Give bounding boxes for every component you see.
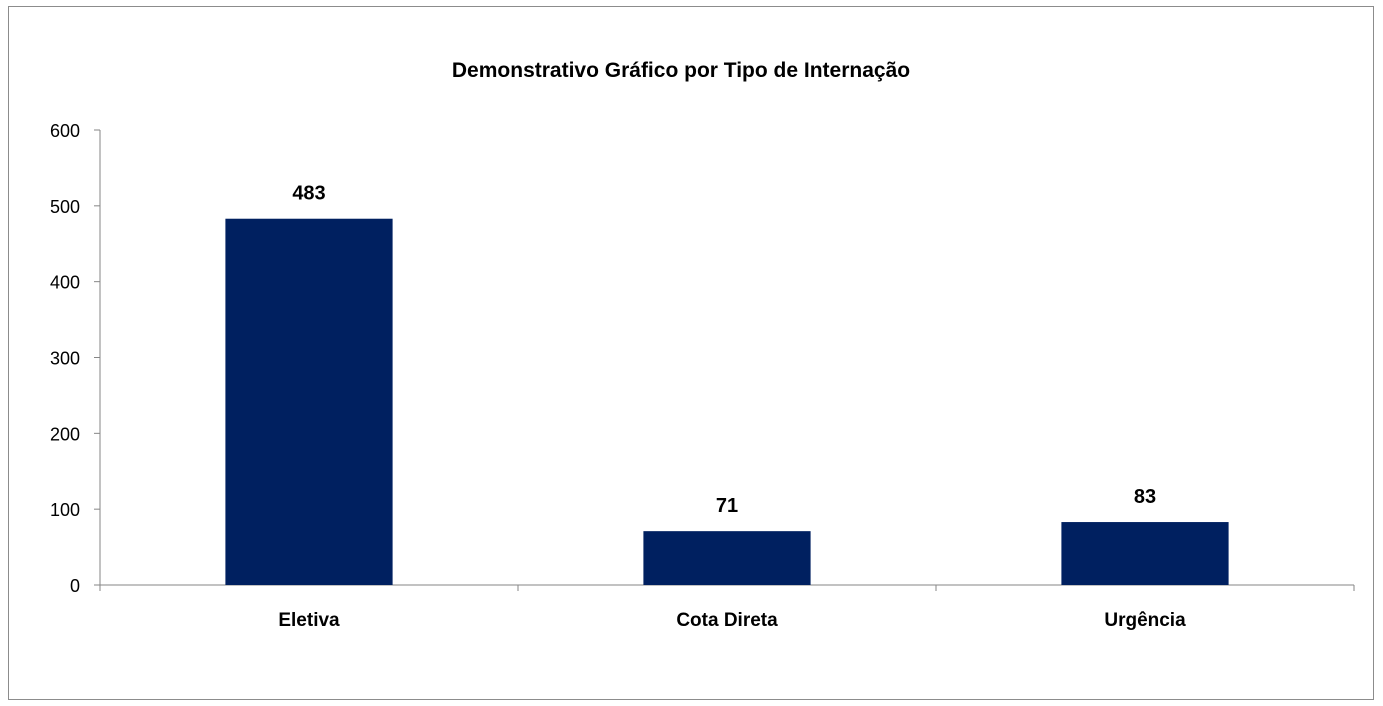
x-category-label: Eletiva — [278, 610, 340, 631]
y-tick-label: 400 — [50, 273, 80, 293]
bar — [1061, 522, 1229, 585]
y-tick-label: 0 — [70, 576, 80, 596]
x-category-label: Cota Direta — [676, 610, 778, 631]
y-tick-label: 100 — [50, 500, 80, 520]
data-label: 83 — [1134, 486, 1156, 508]
bar — [643, 531, 811, 585]
x-category-label: Urgência — [1104, 610, 1186, 631]
bars: 483 71 83 — [225, 183, 1229, 585]
y-tick-label: 300 — [50, 349, 80, 369]
y-tick-label: 500 — [50, 197, 80, 217]
y-axis: 0 100 200 300 400 500 600 — [50, 121, 101, 596]
x-axis: Eletiva Cota Direta Urgência — [99, 584, 1355, 631]
y-tick-label: 600 — [50, 121, 80, 141]
bar — [225, 218, 393, 585]
data-label: 483 — [292, 183, 325, 205]
chart-title: Demonstrativo Gráfico por Tipo de Intern… — [452, 59, 910, 82]
data-label: 71 — [716, 495, 738, 517]
y-tick-label: 200 — [50, 424, 80, 444]
